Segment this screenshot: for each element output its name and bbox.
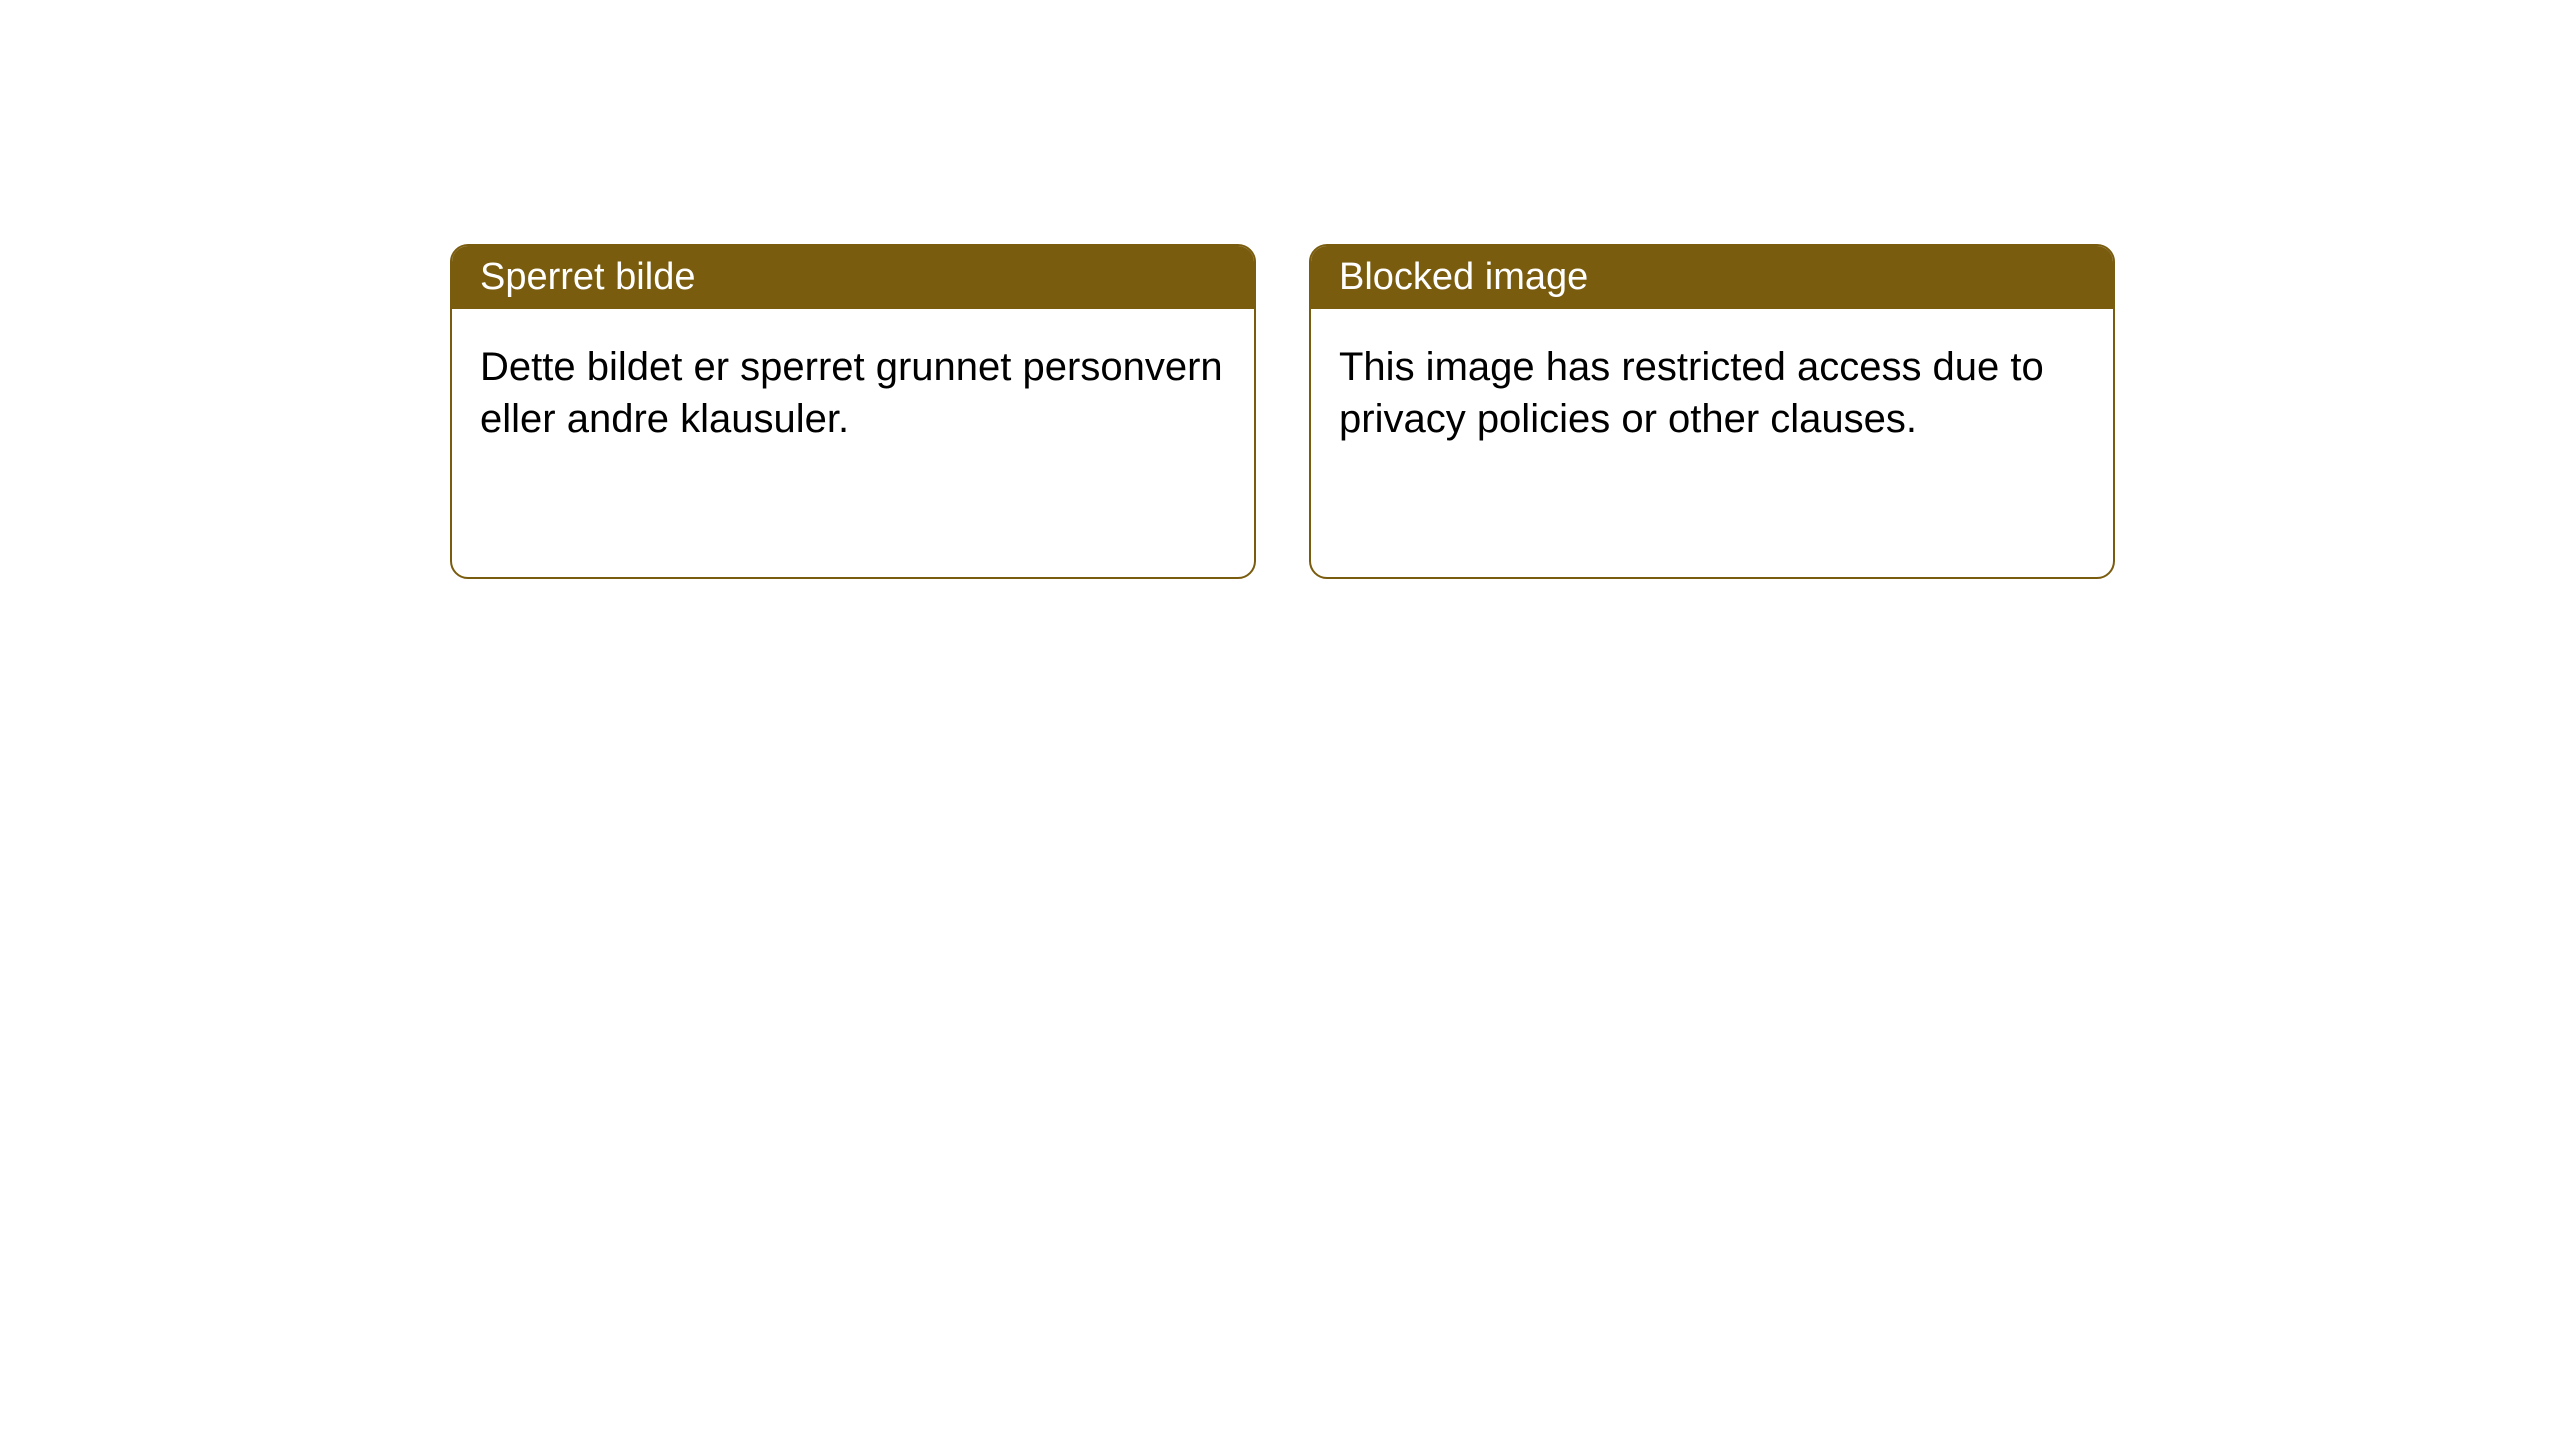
notice-cards-row: Sperret bilde Dette bildet er sperret gr… (450, 244, 2115, 579)
notice-card-en: Blocked image This image has restricted … (1309, 244, 2115, 579)
notice-card-no: Sperret bilde Dette bildet er sperret gr… (450, 244, 1256, 579)
notice-card-title: Sperret bilde (452, 246, 1254, 309)
notice-card-body: Dette bildet er sperret grunnet personve… (452, 309, 1254, 477)
notice-card-body: This image has restricted access due to … (1311, 309, 2113, 477)
notice-card-title: Blocked image (1311, 246, 2113, 309)
